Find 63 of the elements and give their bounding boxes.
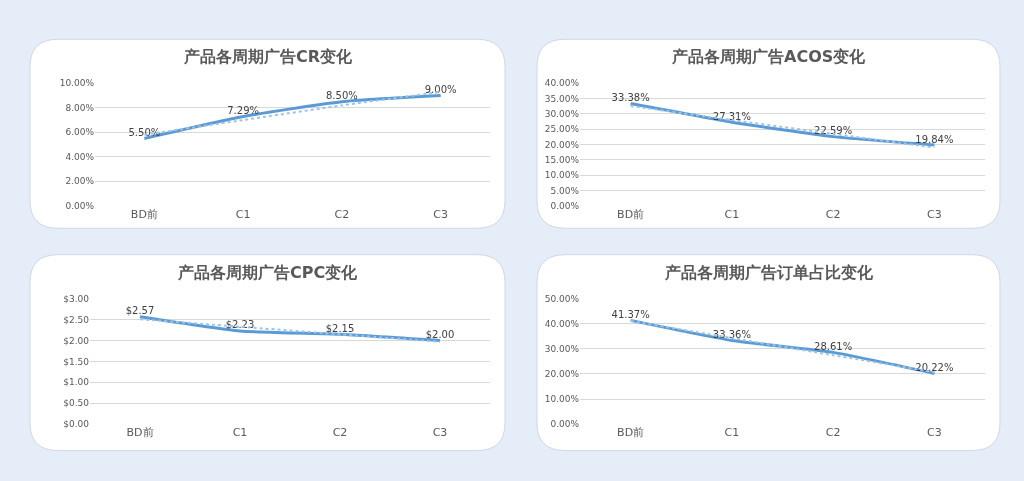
y-tick-label: 10.00% <box>544 394 580 405</box>
x-tick-label: C1 <box>724 426 740 440</box>
data-label: 33.36% <box>712 328 751 340</box>
y-tick-label: 35.00% <box>544 93 580 104</box>
data-label: $2.00 <box>425 329 455 341</box>
y-tick-label: $1.00 <box>63 377 90 388</box>
chart-title: 产品各周期广告ACOS变化 <box>671 47 867 66</box>
data-label: 19.84% <box>915 133 954 145</box>
y-tick-label: $2.50 <box>63 314 90 325</box>
y-tick-label: 0.00% <box>550 419 580 430</box>
chart-title: 产品各周期广告CR变化 <box>183 47 354 66</box>
data-label: 9.00% <box>424 84 457 96</box>
data-label: 22.59% <box>814 125 853 137</box>
x-tick-label: BD前 <box>617 426 645 440</box>
y-tick-label: 8.00% <box>65 102 95 113</box>
y-tick-label: $0.00 <box>63 419 90 430</box>
y-tick-label: 40.00% <box>544 318 580 329</box>
y-tick-label: 0.00% <box>550 200 580 211</box>
x-tick-label: C2 <box>332 426 348 440</box>
x-tick-label: C1 <box>235 207 251 221</box>
y-tick-label: 0.00% <box>65 200 95 211</box>
data-label: 41.37% <box>611 308 650 320</box>
data-label: 8.50% <box>325 90 358 102</box>
x-tick-label: BD前 <box>126 426 154 440</box>
x-tick-label: C2 <box>334 207 350 221</box>
data-label: 20.22% <box>915 361 954 373</box>
y-tick-label: 10.00% <box>544 170 580 181</box>
data-label: 33.38% <box>611 92 650 104</box>
x-tick-label: C3 <box>927 426 942 440</box>
y-tick-label: 25.00% <box>544 124 580 135</box>
data-label: 7.29% <box>227 105 260 117</box>
data-label: 5.50% <box>128 126 161 138</box>
data-label: $2.57 <box>125 305 155 317</box>
y-tick-label: 40.00% <box>544 78 580 89</box>
y-tick-label: 30.00% <box>544 109 580 120</box>
y-tick-label: $0.50 <box>63 398 90 409</box>
chart-title: 产品各周期广告订单占比变化 <box>664 263 874 282</box>
x-tick-label: C1 <box>724 207 740 221</box>
y-tick-label: 6.00% <box>65 127 95 138</box>
y-tick-label: $1.50 <box>63 356 90 367</box>
x-tick-label: C3 <box>433 207 448 221</box>
data-label: 27.31% <box>712 110 751 122</box>
x-tick-label: C2 <box>825 426 841 440</box>
y-tick-label: 20.00% <box>544 139 580 150</box>
x-tick-label: C2 <box>825 207 841 221</box>
x-tick-label: BD前 <box>617 207 645 221</box>
x-tick-label: C3 <box>432 426 448 440</box>
data-label: $2.15 <box>325 322 355 334</box>
y-tick-label: $2.00 <box>63 335 90 346</box>
x-tick-label: C3 <box>927 207 942 221</box>
y-tick-label: 10.00% <box>59 78 95 89</box>
x-tick-label: BD前 <box>130 207 158 221</box>
data-label: 28.61% <box>814 340 853 352</box>
y-tick-label: $3.00 <box>63 293 90 304</box>
y-tick-label: 20.00% <box>544 369 580 380</box>
x-tick-label: C1 <box>232 426 248 440</box>
y-tick-label: 4.00% <box>65 151 95 162</box>
y-tick-label: 50.00% <box>544 293 580 304</box>
y-tick-label: 15.00% <box>544 154 580 165</box>
y-tick-label: 30.00% <box>544 344 580 355</box>
y-tick-label: 5.00% <box>550 185 580 196</box>
chart-title: 产品各周期广告CPC变化 <box>177 263 359 282</box>
y-tick-label: 2.00% <box>65 176 95 187</box>
